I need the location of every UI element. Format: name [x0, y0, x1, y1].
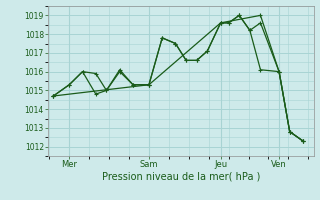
X-axis label: Pression niveau de la mer( hPa ): Pression niveau de la mer( hPa ): [102, 172, 260, 182]
